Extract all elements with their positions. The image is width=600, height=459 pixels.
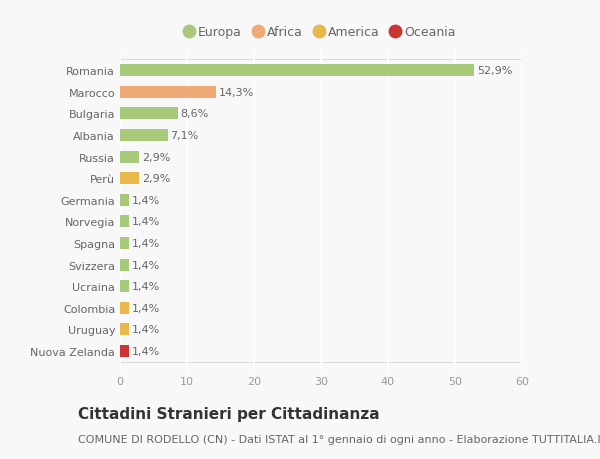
Text: 2,9%: 2,9% — [142, 174, 170, 184]
Text: 1,4%: 1,4% — [132, 303, 160, 313]
Text: 1,4%: 1,4% — [132, 239, 160, 248]
Bar — [120, 302, 130, 314]
Bar — [120, 65, 475, 77]
Bar — [120, 195, 130, 206]
Text: 1,4%: 1,4% — [132, 282, 160, 291]
Bar — [120, 324, 130, 336]
Bar — [120, 238, 130, 249]
Text: 7,1%: 7,1% — [170, 131, 199, 140]
Bar — [120, 151, 139, 163]
Text: 2,9%: 2,9% — [142, 152, 170, 162]
Text: 1,4%: 1,4% — [132, 325, 160, 335]
Bar — [120, 130, 167, 142]
Bar — [120, 216, 130, 228]
Text: 1,4%: 1,4% — [132, 260, 160, 270]
Text: 52,9%: 52,9% — [477, 66, 512, 76]
Text: Cittadini Stranieri per Cittadinanza: Cittadini Stranieri per Cittadinanza — [78, 406, 380, 421]
Bar — [120, 173, 139, 185]
Bar — [120, 280, 130, 292]
Text: 1,4%: 1,4% — [132, 217, 160, 227]
Legend: Europa, Africa, America, Oceania: Europa, Africa, America, Oceania — [181, 22, 461, 45]
Text: 1,4%: 1,4% — [132, 346, 160, 356]
Bar — [120, 345, 130, 357]
Text: COMUNE DI RODELLO (CN) - Dati ISTAT al 1° gennaio di ogni anno - Elaborazione TU: COMUNE DI RODELLO (CN) - Dati ISTAT al 1… — [78, 434, 600, 444]
Text: 14,3%: 14,3% — [218, 88, 254, 98]
Text: 8,6%: 8,6% — [180, 109, 209, 119]
Bar — [120, 87, 216, 99]
Bar — [120, 108, 178, 120]
Text: 1,4%: 1,4% — [132, 196, 160, 205]
Bar — [120, 259, 130, 271]
